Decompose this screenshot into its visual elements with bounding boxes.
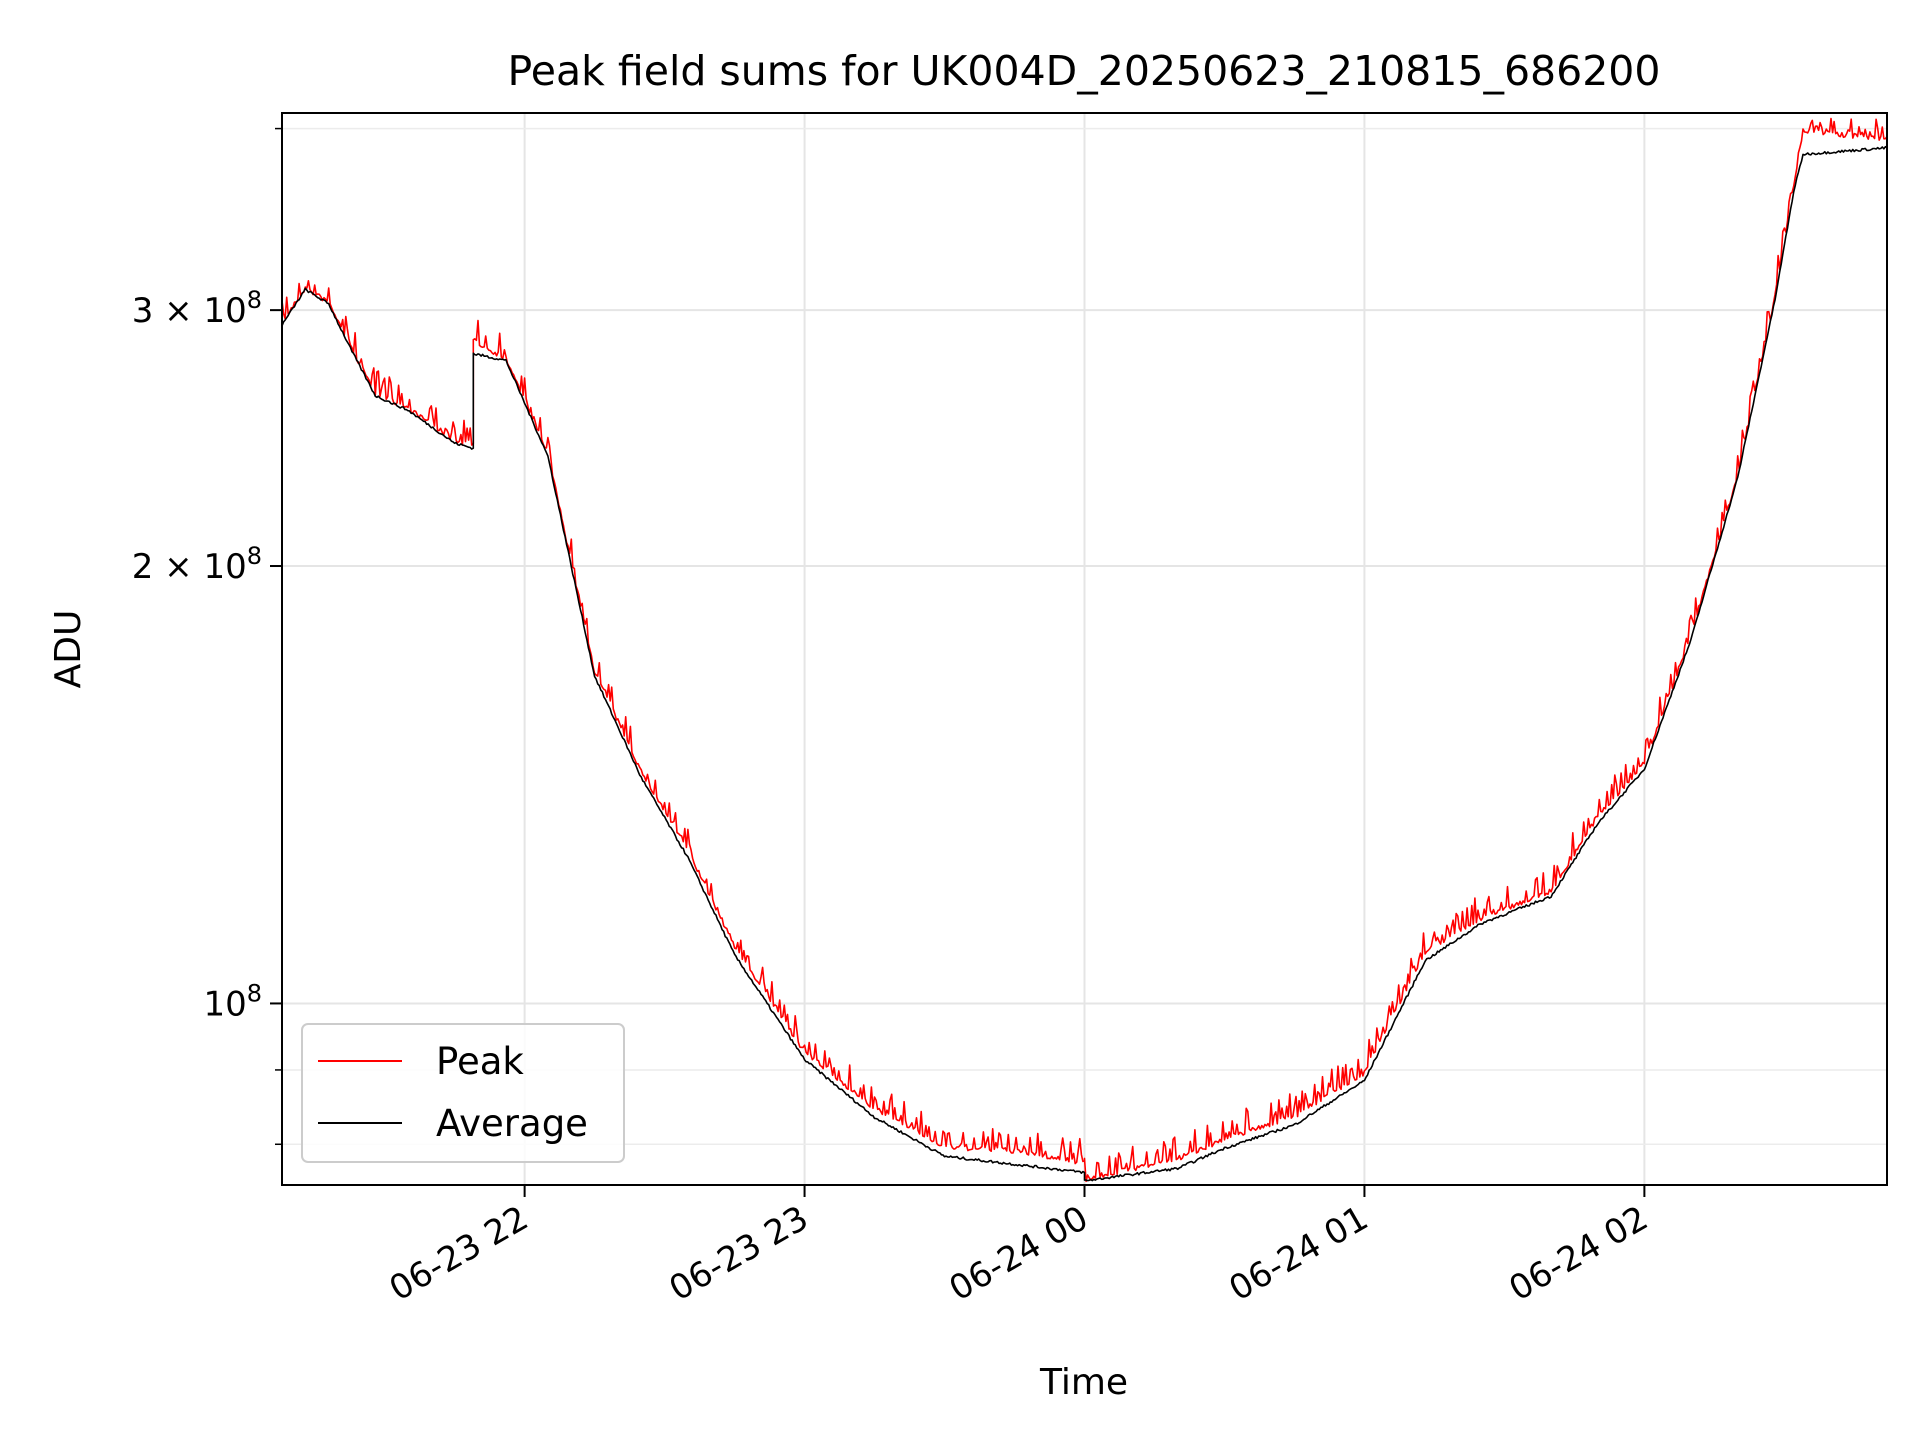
x-axis-label: Time <box>1039 1362 1128 1403</box>
series-line-peak <box>281 117 1888 1183</box>
y-tick-label: 2 × 108 <box>132 542 262 587</box>
legend-label-peak: Peak <box>436 1040 524 1083</box>
legend: Peak Average <box>301 1023 625 1163</box>
series-line-average <box>281 145 1888 1182</box>
legend-label-average: Average <box>436 1102 588 1145</box>
y-tick-label: 108 <box>203 979 262 1024</box>
legend-box <box>301 1023 625 1163</box>
y-tick-label: 3 × 108 <box>132 286 262 331</box>
y-axis-label: ADU <box>48 610 89 689</box>
series-layer <box>281 117 1888 1183</box>
chart-title: Peak field sums for UK004D_20250623_2108… <box>508 47 1661 95</box>
